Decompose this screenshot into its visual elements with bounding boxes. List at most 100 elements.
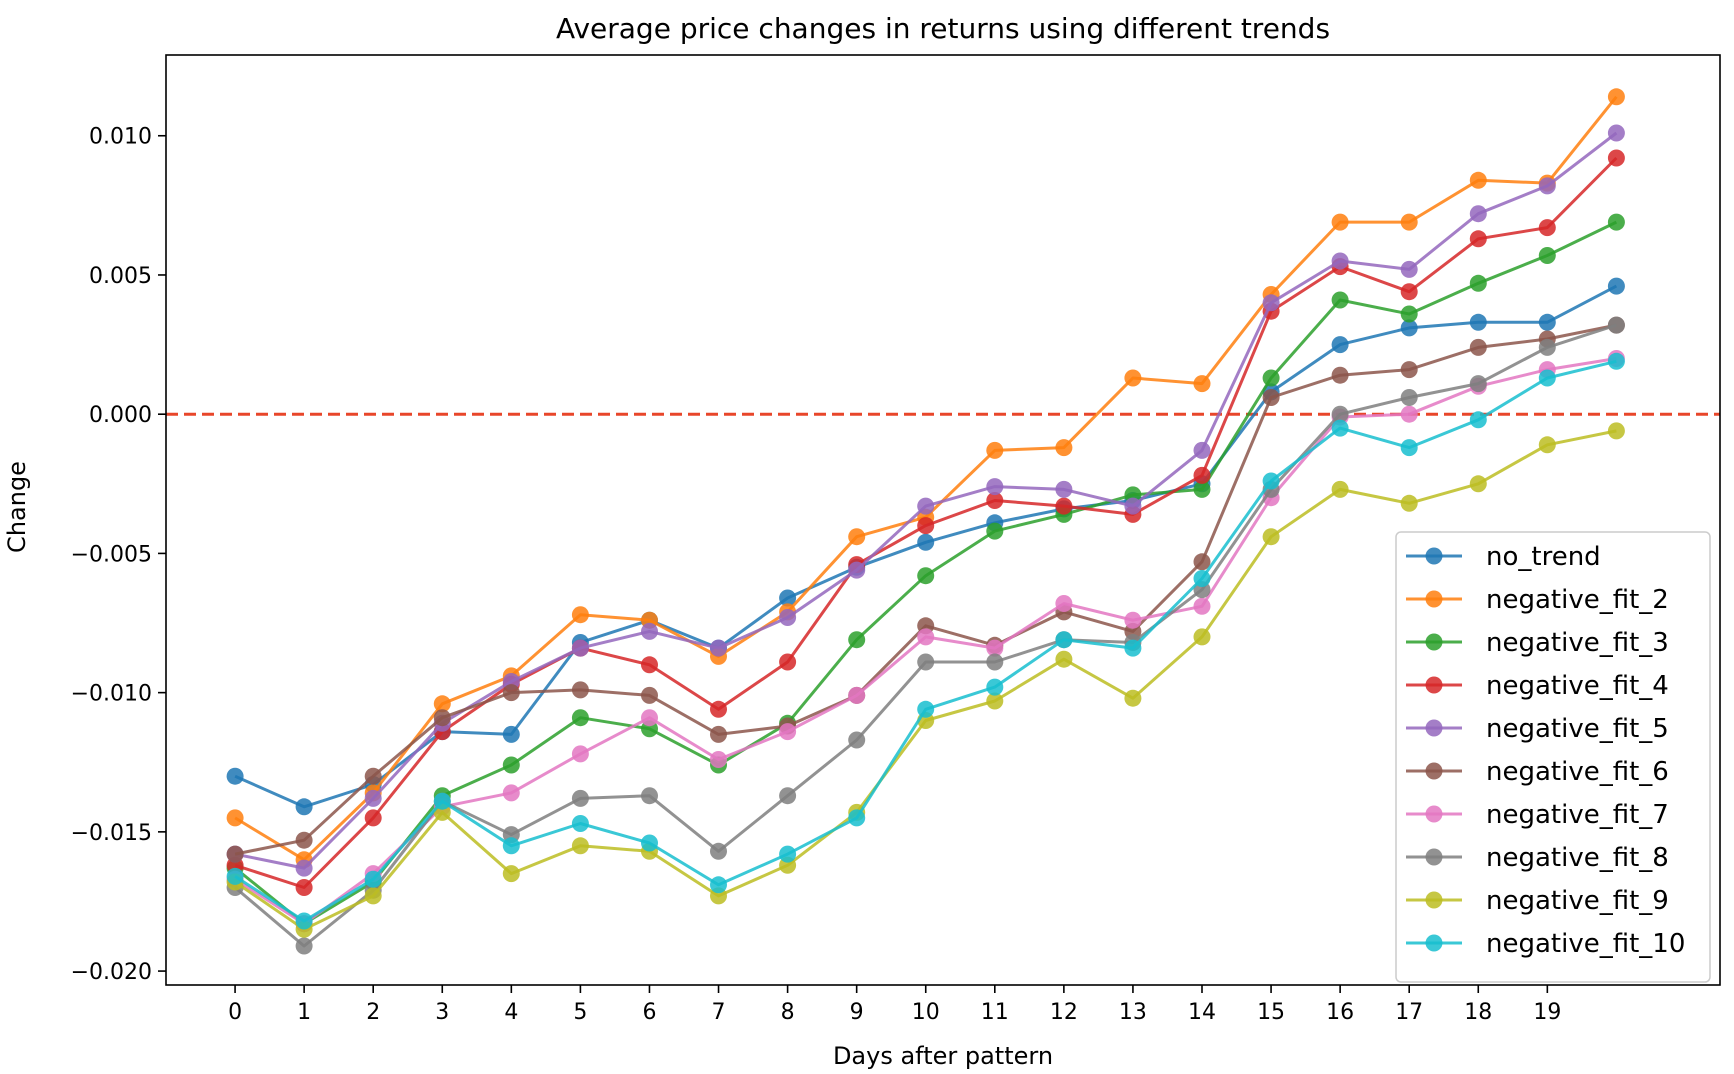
data-point: [502, 784, 520, 802]
legend-item-negative_fit_7: negative_fit_7: [1406, 800, 1669, 830]
data-point: [295, 859, 313, 877]
data-point: [502, 865, 520, 883]
x-tick-label: 11: [981, 1000, 1009, 1025]
data-point: [848, 731, 866, 749]
legend-swatch-marker: [1425, 934, 1443, 952]
data-point: [641, 622, 658, 640]
data-point: [1400, 405, 1418, 423]
data-point: [917, 628, 935, 646]
data-point: [1607, 213, 1625, 231]
x-tick-label: 14: [1188, 1000, 1216, 1025]
data-point: [502, 725, 520, 743]
data-point: [295, 798, 313, 816]
legend-swatch-marker: [1425, 891, 1443, 909]
data-point: [1193, 570, 1211, 587]
data-point: [1538, 219, 1556, 237]
data-point: [226, 809, 244, 827]
data-point: [1055, 650, 1073, 668]
x-tick-label: 7: [712, 1000, 726, 1025]
data-point: [1607, 422, 1625, 440]
data-point: [986, 678, 1004, 696]
data-point: [1469, 230, 1487, 248]
legend-label: negative_fit_2: [1486, 585, 1669, 615]
data-point: [986, 492, 1004, 509]
data-point: [1193, 628, 1211, 646]
data-point: [433, 792, 451, 810]
data-point: [1055, 497, 1073, 515]
data-point: [1400, 283, 1418, 301]
legend-label: no_trend: [1486, 542, 1601, 572]
x-tick-label: 8: [781, 1000, 795, 1025]
data-point: [986, 639, 1004, 657]
data-point: [364, 870, 382, 888]
legend-label: negative_fit_6: [1486, 757, 1669, 787]
legend-label: negative_fit_9: [1486, 886, 1669, 916]
data-point: [364, 767, 382, 785]
data-point: [1262, 472, 1280, 490]
data-point: [1400, 494, 1418, 512]
data-point: [364, 887, 382, 905]
legend-item-negative_fit_9: negative_fit_9: [1406, 886, 1669, 916]
data-point: [1538, 177, 1556, 195]
plot-area: 0 1 2 3 4 5 6 7 8 9 10 11 12 13 14 15 16 17 18 19−0.020−0.0…: [71, 54, 1721, 1025]
data-point: [779, 609, 797, 626]
x-tick-label: 2: [366, 1000, 380, 1025]
data-point: [1055, 439, 1073, 457]
data-point: [1193, 375, 1211, 393]
data-point: [641, 787, 658, 805]
data-point: [1331, 419, 1349, 437]
x-tick-label: 19: [1533, 1000, 1561, 1025]
data-point: [1469, 411, 1487, 429]
data-point: [571, 789, 589, 807]
x-tick-label: 5: [573, 1000, 587, 1025]
legend-item-negative_fit_2: negative_fit_2: [1406, 585, 1669, 615]
data-point: [1331, 366, 1349, 384]
legend-swatch-marker: [1425, 590, 1443, 608]
x-axis-label: Days after pattern: [833, 1042, 1053, 1070]
x-tick-label: 17: [1395, 1000, 1423, 1025]
legend-swatch-marker: [1425, 762, 1443, 780]
y-tick-label: −0.005: [71, 542, 152, 567]
data-point: [1124, 611, 1142, 629]
data-point: [1469, 475, 1487, 493]
data-point: [571, 639, 589, 657]
data-point: [1607, 316, 1625, 334]
data-point: [641, 686, 658, 704]
data-point: [1400, 319, 1418, 337]
data-point: [1538, 247, 1556, 264]
x-tick-label: 10: [912, 1000, 940, 1025]
data-point: [1262, 369, 1280, 387]
plot-frame: [165, 54, 1721, 986]
legend-swatch-marker: [1425, 805, 1443, 823]
data-point: [848, 528, 866, 546]
legend-item-negative_fit_3: negative_fit_3: [1406, 628, 1669, 658]
legend-label: negative_fit_4: [1486, 671, 1669, 701]
data-point: [779, 723, 797, 741]
data-point: [1400, 305, 1418, 323]
legend-label: negative_fit_10: [1486, 929, 1685, 959]
data-point: [571, 837, 589, 855]
data-point: [641, 656, 658, 674]
data-point: [1262, 389, 1280, 406]
x-tick-label: 16: [1326, 1000, 1354, 1025]
data-point: [917, 653, 935, 671]
data-point: [917, 497, 935, 515]
data-point: [1055, 480, 1073, 498]
data-point: [571, 745, 589, 763]
y-tick-label: −0.020: [71, 960, 152, 985]
x-tick-label: 13: [1119, 1000, 1147, 1025]
x-tick-label: 4: [504, 1000, 518, 1025]
x-tick-label: 9: [850, 1000, 864, 1025]
data-point: [710, 700, 727, 718]
legend-item-negative_fit_4: negative_fit_4: [1406, 671, 1669, 701]
y-tick-label: 0.000: [89, 403, 152, 428]
data-point: [226, 845, 244, 863]
data-point: [986, 653, 1004, 671]
data-point: [1262, 528, 1280, 546]
data-point: [779, 787, 797, 805]
data-point: [1124, 497, 1142, 515]
data-point: [571, 815, 589, 832]
data-point: [917, 567, 935, 585]
data-point: [1469, 205, 1487, 223]
data-point: [1193, 466, 1211, 484]
